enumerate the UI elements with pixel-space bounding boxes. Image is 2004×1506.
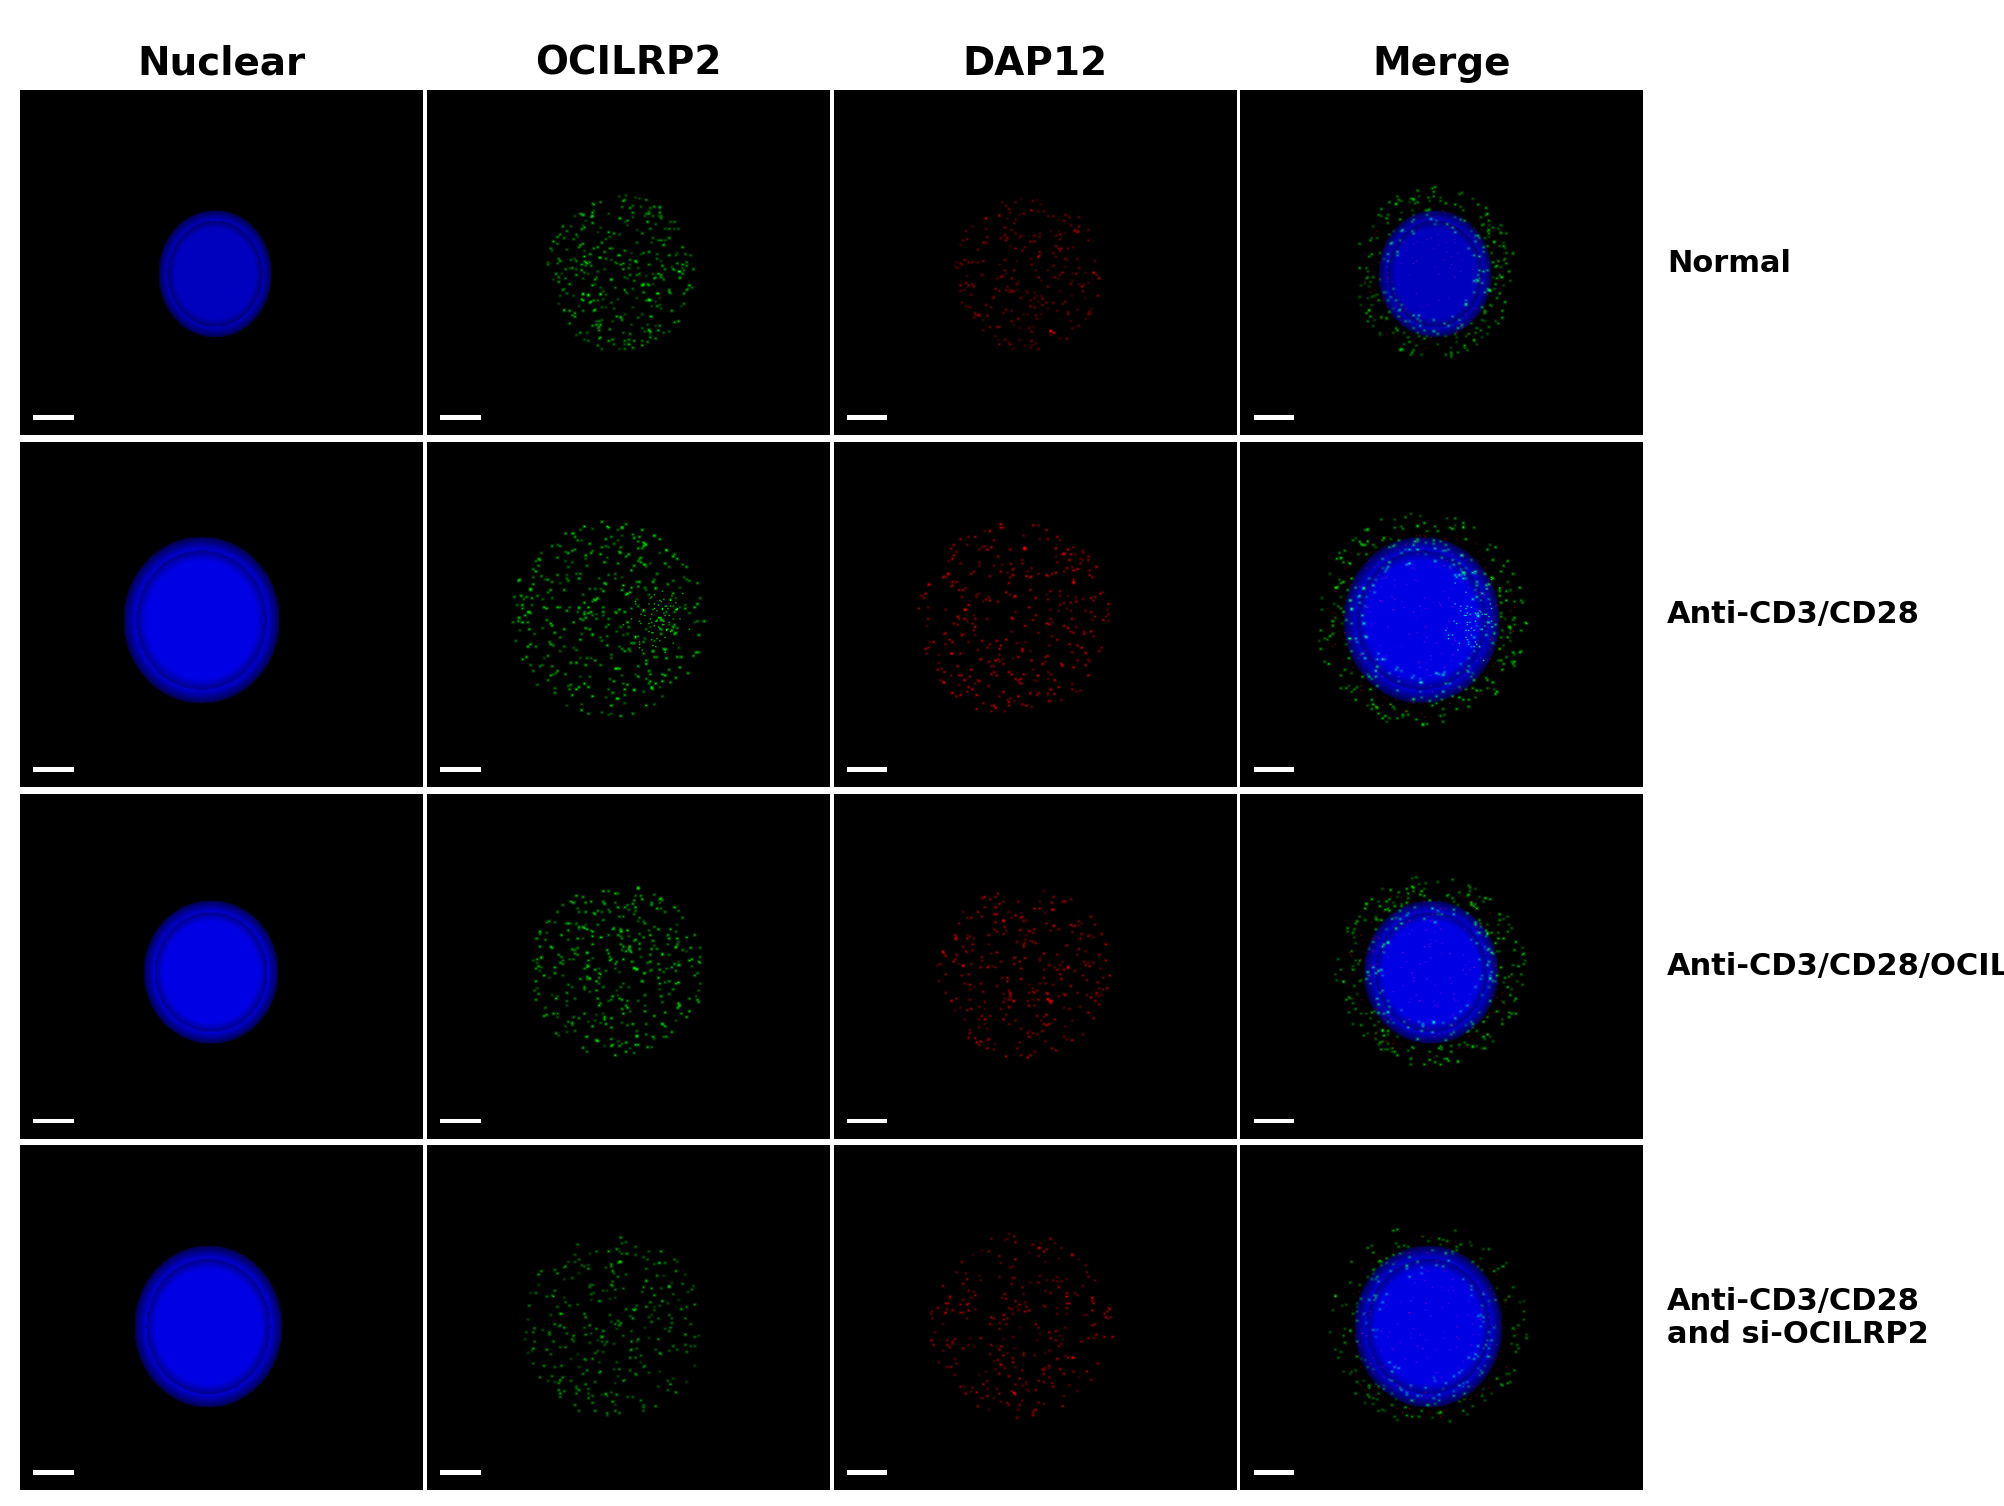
Text: Anti-CD3/CD28: Anti-CD3/CD28 bbox=[1667, 601, 1920, 630]
Text: Anti-CD3/CD28
and si-OCILRP2: Anti-CD3/CD28 and si-OCILRP2 bbox=[1667, 1286, 1930, 1349]
Text: Normal: Normal bbox=[1667, 248, 1792, 277]
Text: Nuclear: Nuclear bbox=[138, 45, 305, 83]
Text: Merge: Merge bbox=[1373, 45, 1511, 83]
Text: Anti-CD3/CD28/OCILRP2: Anti-CD3/CD28/OCILRP2 bbox=[1667, 952, 2004, 980]
Text: DAP12: DAP12 bbox=[962, 45, 1108, 83]
Text: OCILRP2: OCILRP2 bbox=[535, 45, 721, 83]
